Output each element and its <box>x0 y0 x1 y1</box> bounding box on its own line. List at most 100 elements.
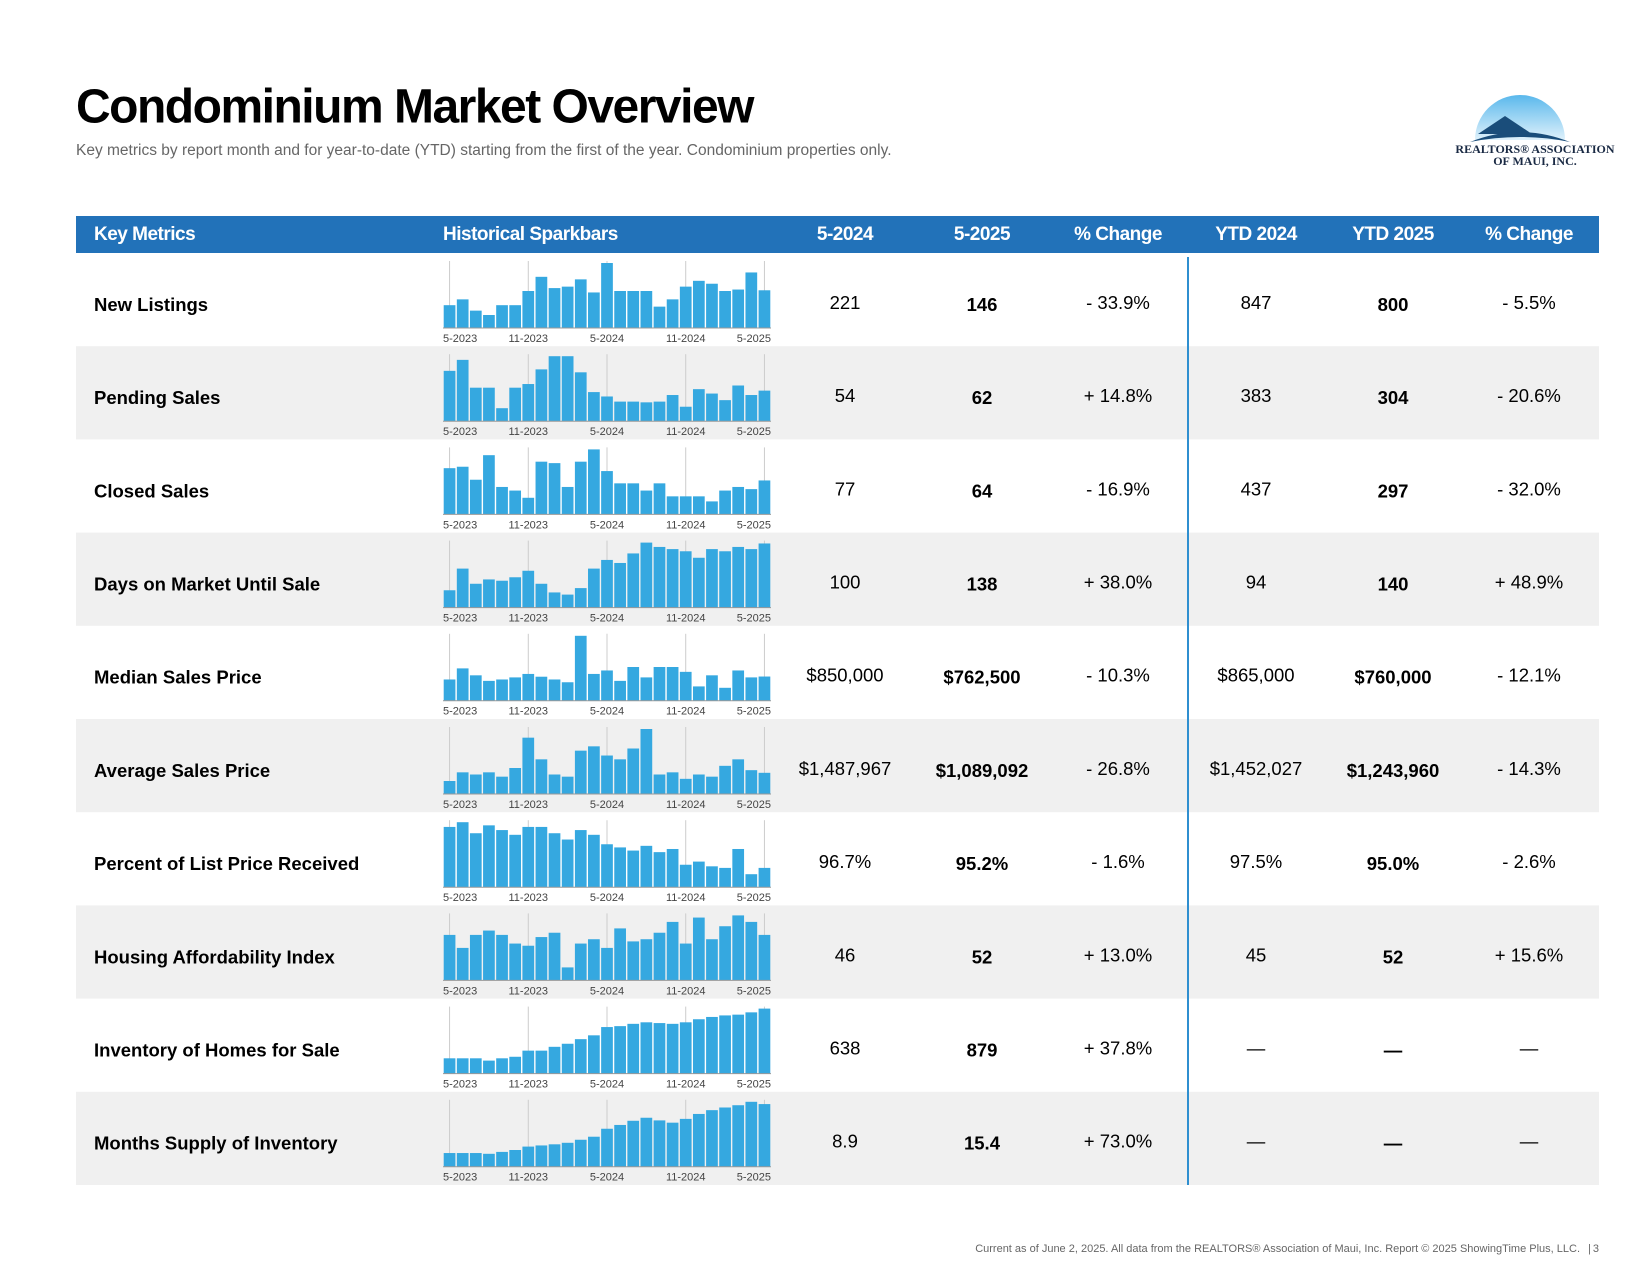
cell-value: - 1.6% <box>1091 851 1144 872</box>
sparkbar <box>692 1113 705 1167</box>
sparkbar <box>456 359 469 422</box>
sparkbar <box>535 826 548 888</box>
header-bar <box>76 216 1599 253</box>
sparkbar <box>732 486 745 515</box>
cell-value: 383 <box>1241 385 1272 406</box>
cell-value: 95.0% <box>1367 853 1419 874</box>
sparkbar <box>443 1153 456 1167</box>
logo-text: REALTORS® ASSOCIATION <box>1455 142 1614 156</box>
cell-value: — <box>1247 1037 1266 1058</box>
sparkbar <box>496 486 508 515</box>
sparkbar <box>614 562 626 608</box>
cell-value: + 13.0% <box>1084 944 1152 965</box>
row-background <box>76 532 1599 626</box>
cell-value: — <box>1384 1039 1403 1060</box>
sparkbar <box>666 1023 679 1074</box>
sparkbar <box>496 1058 508 1074</box>
spark-label: 5-2023 <box>443 519 477 531</box>
sparkbar <box>614 847 626 888</box>
sparkbar <box>706 776 718 794</box>
sparkbar <box>601 947 613 981</box>
spark-label: 11-2023 <box>508 799 548 811</box>
spark-label: 5-2024 <box>590 333 624 345</box>
sparkbar <box>469 1153 482 1167</box>
sparkbar <box>640 939 653 981</box>
sparkbar <box>535 461 548 515</box>
sparkbar <box>627 941 640 981</box>
cell-value: + 14.8% <box>1084 385 1152 406</box>
sparkbar <box>535 937 548 981</box>
sparkbar <box>758 290 771 328</box>
sparkbar <box>679 671 692 701</box>
cell-value: $850,000 <box>806 665 883 686</box>
sparkbar <box>653 401 666 422</box>
cell-value: 62 <box>972 387 993 408</box>
sparkbar <box>666 848 679 888</box>
sparkbar <box>640 845 653 888</box>
row-background <box>76 905 1599 999</box>
cell-value: - 20.6% <box>1497 385 1561 406</box>
spark-label: 5-2024 <box>590 613 624 625</box>
sparkbar <box>483 930 495 981</box>
cell-value: - 33.9% <box>1086 292 1150 313</box>
sparkbar <box>719 1107 731 1167</box>
spark-label: 11-2024 <box>666 426 706 438</box>
sparkbar <box>509 387 522 422</box>
sparkbar <box>679 943 692 981</box>
column-header: YTD 2025 <box>1352 224 1434 245</box>
spark-label: 5-2025 <box>737 426 771 438</box>
sparkbar <box>522 384 535 422</box>
spark-label: 5-2023 <box>443 706 477 718</box>
sparkbar <box>614 291 626 328</box>
sparkbar <box>509 1150 522 1167</box>
sparkbar <box>627 291 640 328</box>
cell-value: 8.9 <box>832 1131 858 1152</box>
sparkbar <box>601 396 613 422</box>
spark-label: 11-2023 <box>508 1172 548 1184</box>
spark-label: 11-2024 <box>666 706 706 718</box>
sparkbar <box>443 679 456 701</box>
spark-label: 5-2023 <box>443 892 477 904</box>
sparkbar <box>614 401 626 422</box>
sparkbar <box>469 833 482 888</box>
sparkbar <box>535 276 548 328</box>
sparkbar <box>548 833 561 888</box>
spark-label: 11-2024 <box>666 519 706 531</box>
sparkbar <box>574 588 587 608</box>
cell-value: 847 <box>1241 292 1272 313</box>
sparkbar <box>666 1122 679 1167</box>
sparkbar <box>653 667 666 701</box>
sparkbar <box>601 1027 613 1074</box>
sparkbar <box>483 455 495 515</box>
sparkbar <box>627 1023 640 1074</box>
sparkbar <box>509 834 522 888</box>
sparkbar <box>706 283 718 328</box>
metric-label: New Listings <box>94 294 208 315</box>
sparkbar <box>758 676 771 701</box>
sparkbar <box>456 299 469 328</box>
sparkbar <box>601 844 613 888</box>
sparkbar <box>496 580 508 608</box>
sparkbar <box>653 483 666 515</box>
cell-value: 45 <box>1246 944 1267 965</box>
cell-value: 638 <box>830 1037 861 1058</box>
spark-label: 5-2023 <box>443 613 477 625</box>
spark-label: 5-2023 <box>443 1079 477 1091</box>
cell-value: $1,452,027 <box>1210 758 1303 779</box>
sparkbar <box>627 748 640 794</box>
metric-label: Days on Market Until Sale <box>94 573 320 594</box>
cell-value: 96.7% <box>819 851 871 872</box>
sparkbar <box>640 291 653 328</box>
spark-label: 5-2024 <box>590 519 624 531</box>
sparkbar <box>522 826 535 888</box>
sparkbar <box>758 480 771 515</box>
sparkbar <box>640 677 653 701</box>
cell-value: 221 <box>830 292 861 313</box>
sparkbar <box>548 932 561 981</box>
sparkbar <box>666 496 679 515</box>
spark-label: 5-2023 <box>443 1172 477 1184</box>
column-header: % Change <box>1074 224 1162 245</box>
sparkbar <box>719 1015 731 1074</box>
